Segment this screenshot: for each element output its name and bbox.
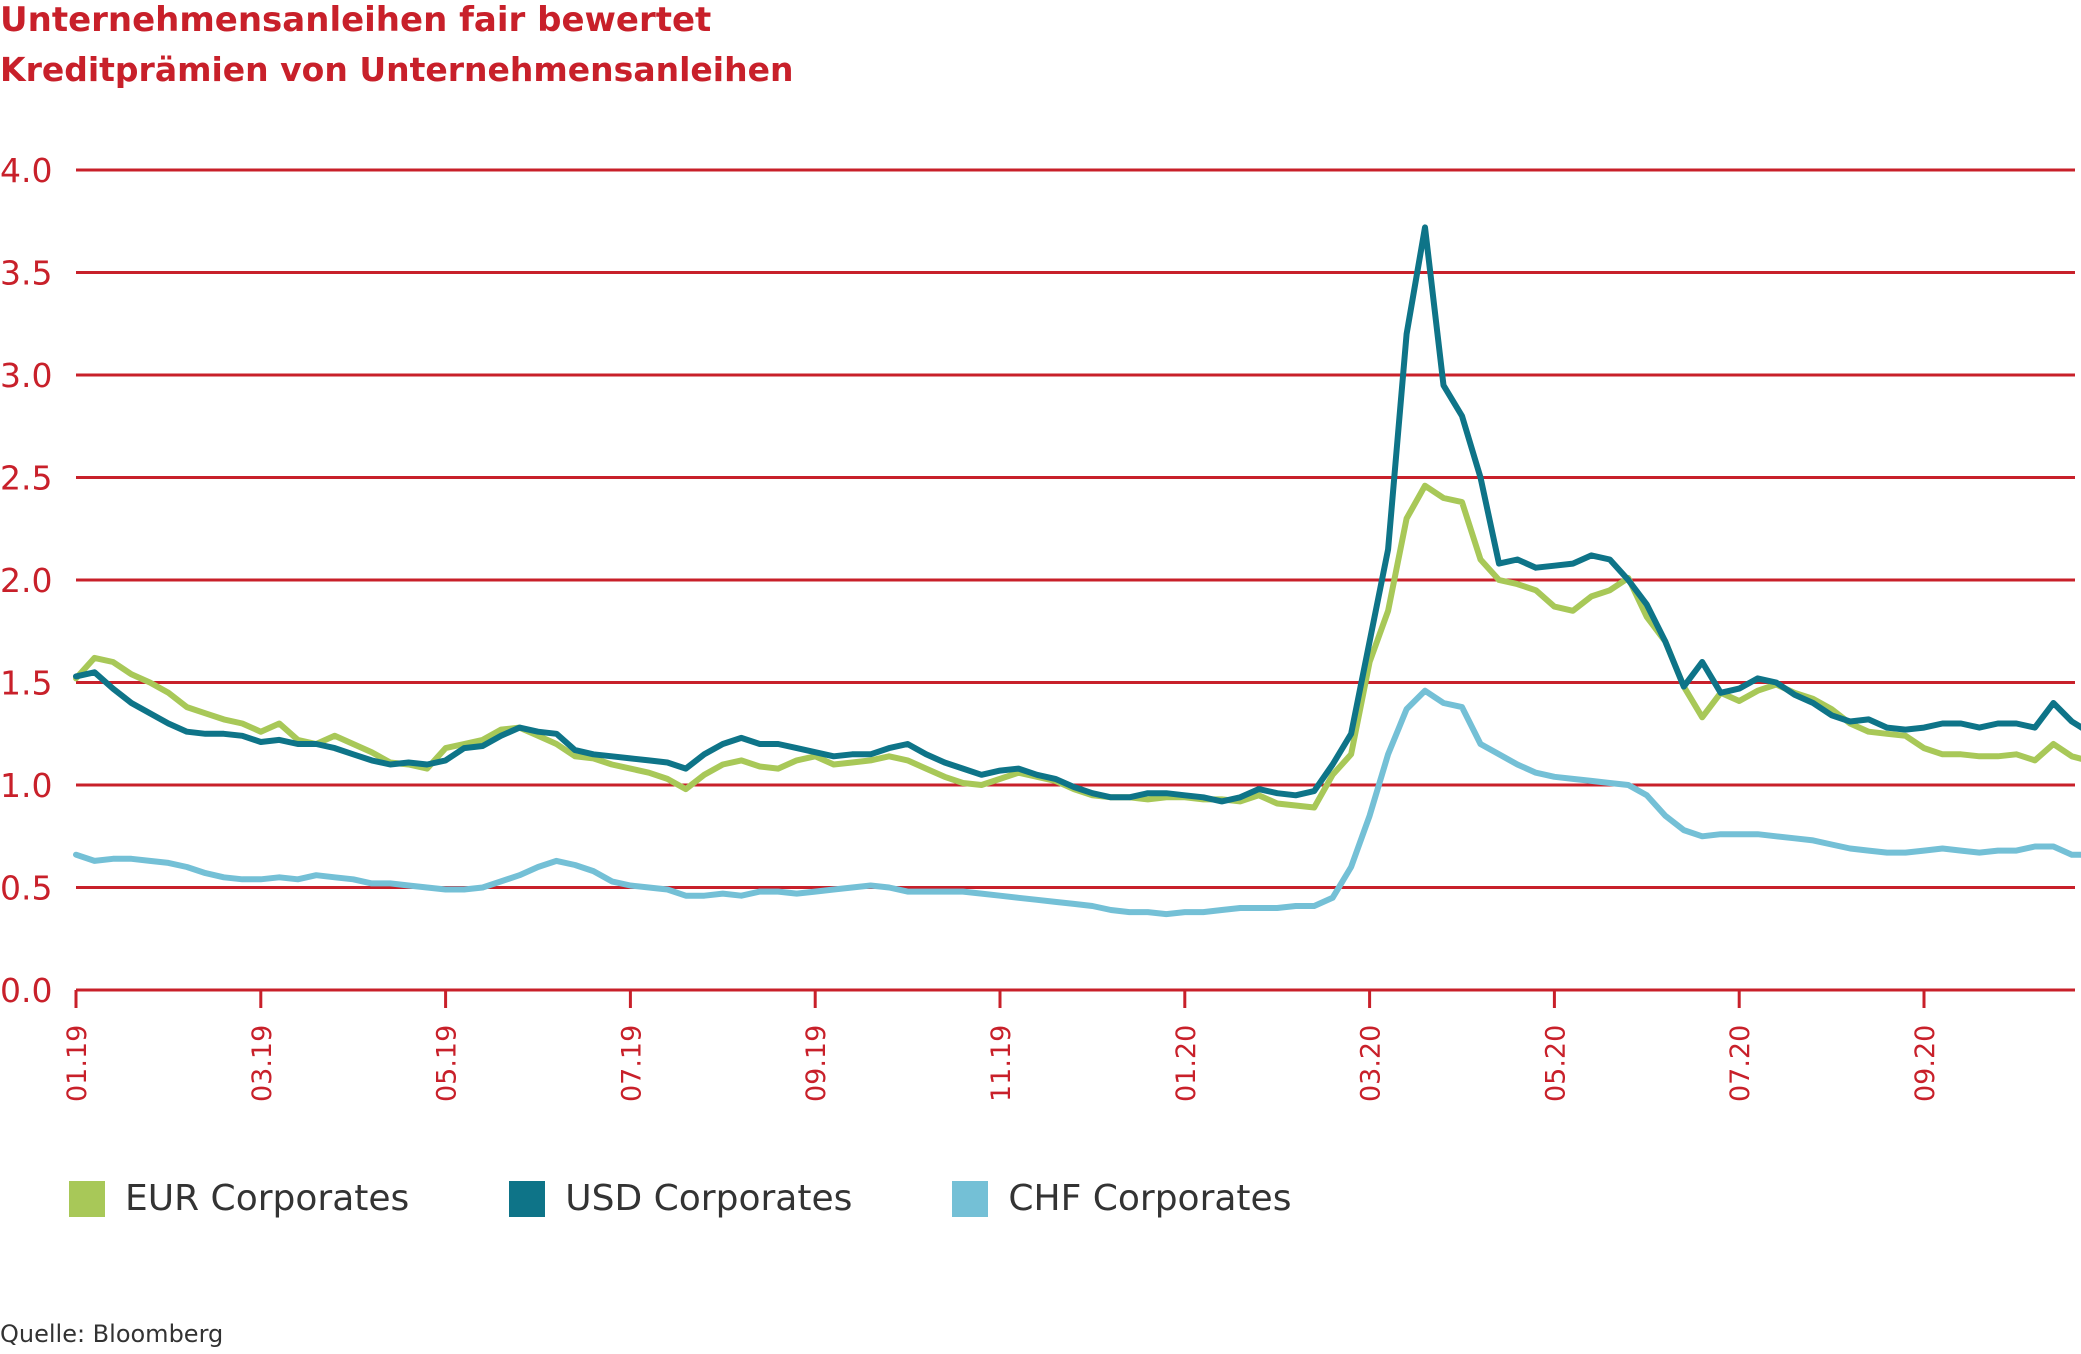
x-tick-label: 07.19 bbox=[616, 1025, 647, 1102]
x-tick-label: 01.20 bbox=[1171, 1025, 1202, 1102]
legend-label-usd: USD Corporates bbox=[565, 1178, 853, 1219]
x-tick-label: 05.20 bbox=[1540, 1025, 1571, 1102]
legend-swatch-eur bbox=[69, 1180, 105, 1217]
x-tick-label: 01.19 bbox=[62, 1025, 93, 1102]
x-axis: 01.19 03.19 05.19 07.19 09.19 11.19 01.20 03.20… bbox=[62, 990, 1941, 1102]
gridlines bbox=[76, 168, 2075, 992]
x-tick-label: 03.20 bbox=[1356, 1025, 1387, 1102]
y-tick-label: 0.0 bbox=[0, 971, 52, 1010]
y-axis-ticks: 0.0 0.5 1.0 1.5 2.0 2.5 3.0 3.5 4.0 bbox=[0, 151, 52, 1010]
x-tick-label: 05.19 bbox=[432, 1025, 463, 1102]
series-lines bbox=[73, 224, 2081, 918]
x-tick-label: 09.20 bbox=[1910, 1025, 1941, 1102]
y-tick-label: 2.5 bbox=[0, 459, 52, 498]
x-tick-label: 11.19 bbox=[986, 1025, 1017, 1102]
legend-swatch-chf bbox=[952, 1180, 989, 1217]
chart-subtitle: Kreditprämien von Unternehmensanleihen bbox=[0, 50, 794, 89]
legend-item-usd: USD Corporates bbox=[509, 1178, 852, 1219]
legend-label-chf: CHF Corporates bbox=[1008, 1178, 1292, 1219]
series-line-usd bbox=[73, 224, 2081, 805]
y-tick-label: 3.0 bbox=[0, 356, 52, 395]
y-tick-label: 0.5 bbox=[0, 869, 52, 908]
legend-label-eur: EUR Corporates bbox=[125, 1178, 410, 1219]
series-line-chf bbox=[73, 687, 2081, 918]
legend: EUR Corporates USD Corporates CHF Corpor… bbox=[69, 1178, 1391, 1219]
legend-swatch-usd bbox=[509, 1180, 546, 1217]
legend-item-eur: EUR Corporates bbox=[69, 1178, 409, 1219]
y-tick-label: 3.5 bbox=[0, 254, 52, 293]
legend-item-chf: CHF Corporates bbox=[952, 1178, 1291, 1219]
y-tick-label: 1.0 bbox=[0, 766, 52, 805]
source-note: Quelle: Bloomberg bbox=[0, 1320, 224, 1348]
line-chart-plot: 0.0 0.5 1.0 1.5 2.0 2.5 3.0 3.5 4.0 01.19 03.19 05… bbox=[0, 151, 2081, 1102]
chart-title: Unternehmensanleihen fair bewertet bbox=[0, 0, 712, 40]
x-tick-label: 03.19 bbox=[247, 1025, 278, 1102]
y-tick-label: 1.5 bbox=[0, 664, 52, 703]
x-tick-label: 09.19 bbox=[801, 1025, 832, 1102]
x-tick-label: 07.20 bbox=[1725, 1025, 1756, 1102]
y-tick-label: 4.0 bbox=[0, 151, 52, 190]
y-tick-label: 2.0 bbox=[0, 561, 52, 600]
